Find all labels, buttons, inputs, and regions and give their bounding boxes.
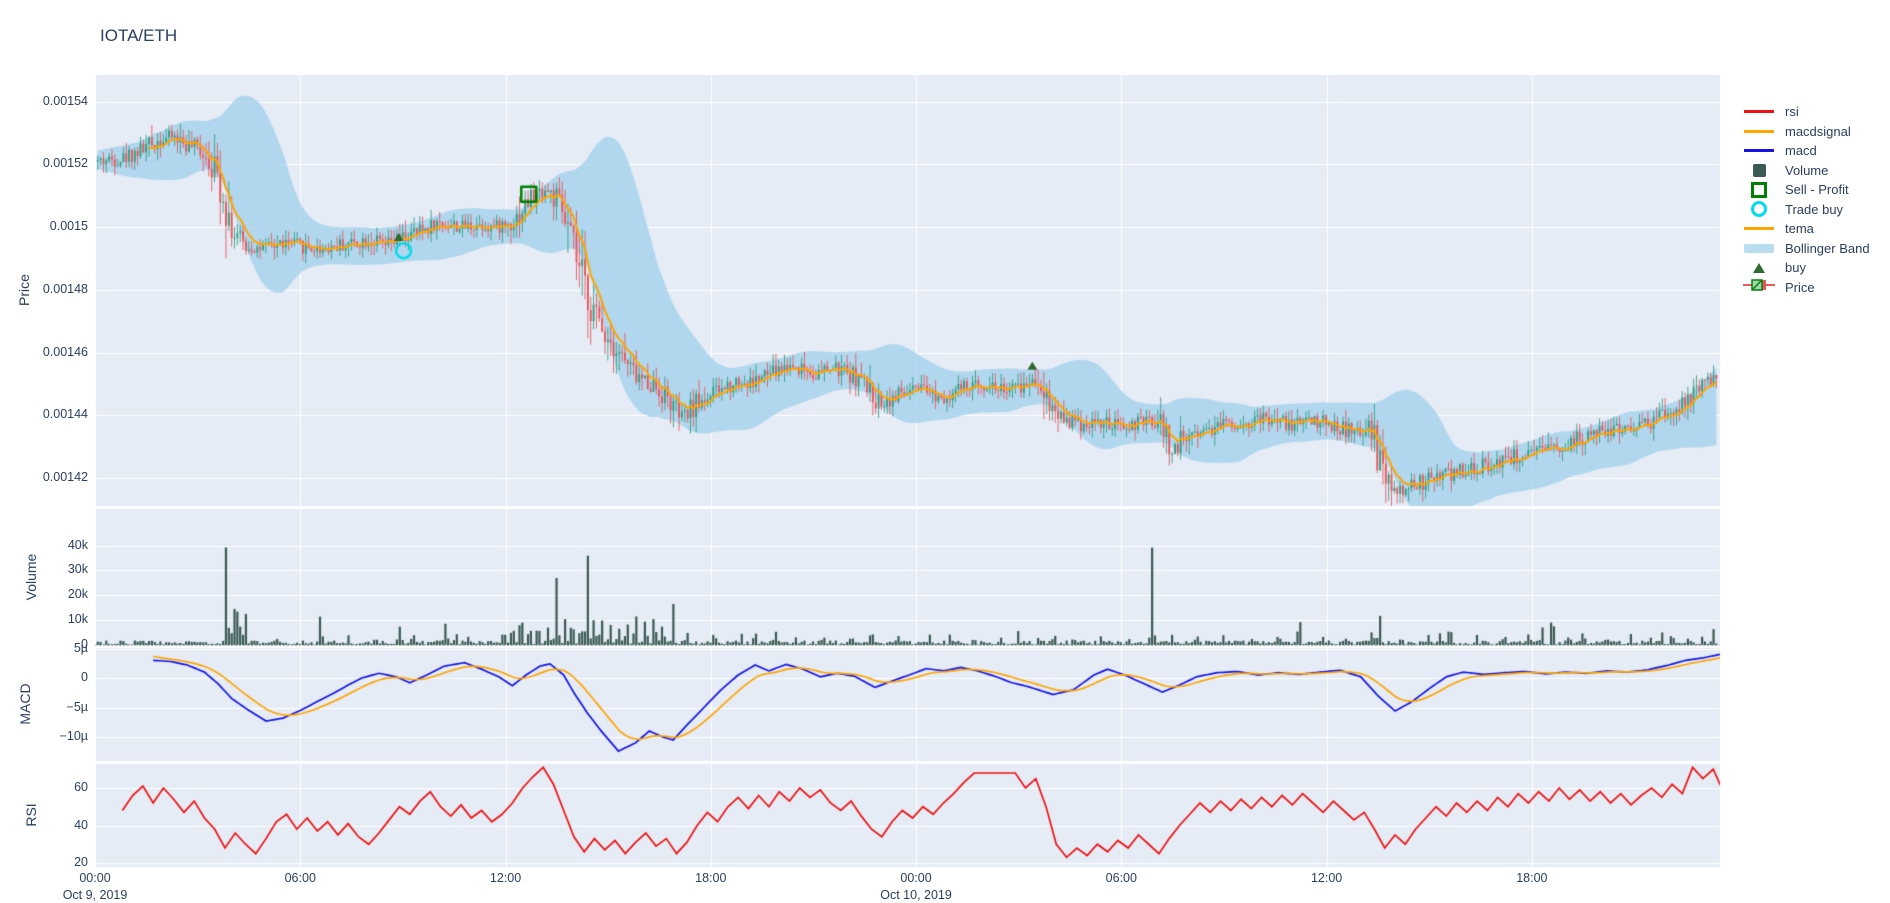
tema-line-swatch xyxy=(1736,227,1782,231)
price-axis-title: Price xyxy=(16,274,32,306)
legend-label: rsi xyxy=(1785,104,1799,120)
legend-item-tema[interactable]: tema xyxy=(1736,219,1890,239)
trade-buy-circle-icon xyxy=(1736,201,1782,218)
macdsignal-line-swatch xyxy=(1736,129,1782,133)
legend-item-buy[interactable]: buy xyxy=(1736,258,1890,278)
legend-item-trade-buy[interactable]: Trade buy xyxy=(1736,200,1890,220)
macd-axis-title: MACD xyxy=(17,683,33,725)
legend-label: Trade buy xyxy=(1785,201,1844,217)
legend-label: Sell - Profit xyxy=(1785,182,1849,198)
legend-label: macd xyxy=(1785,143,1817,159)
legend-item-macd[interactable]: macd xyxy=(1736,141,1890,161)
bollinger-band-swatch xyxy=(1736,243,1782,253)
volume-square-icon xyxy=(1736,163,1782,177)
macd-line-swatch xyxy=(1736,149,1782,153)
sell-profit-square-icon xyxy=(1736,181,1782,198)
legend-label: buy xyxy=(1785,260,1806,276)
legend-item-rsi[interactable]: rsi xyxy=(1736,102,1890,122)
legend-item-price[interactable]: Price xyxy=(1736,278,1890,298)
price-candlestick-icon xyxy=(1736,277,1782,298)
rsi-line-swatch xyxy=(1736,110,1782,114)
legend-label: tema xyxy=(1785,221,1814,237)
legend-item-macdsignal[interactable]: macdsignal xyxy=(1736,122,1890,142)
legend: rsi macdsignal macd Volume Sell - Profit… xyxy=(1736,102,1890,297)
legend-item-volume[interactable]: Volume xyxy=(1736,161,1890,181)
chart-title: IOTA/ETH xyxy=(100,26,178,45)
legend-label: Volume xyxy=(1785,162,1829,178)
legend-label: Bollinger Band xyxy=(1785,240,1870,256)
legend-item-bollinger-band[interactable]: Bollinger Band xyxy=(1736,239,1890,259)
legend-label: Price xyxy=(1785,279,1815,295)
buy-triangle-icon xyxy=(1736,262,1782,273)
rsi-axis-title: RSI xyxy=(23,803,39,827)
legend-item-sell-profit[interactable]: Sell - Profit xyxy=(1736,180,1890,200)
volume-axis-title: Volume xyxy=(23,553,39,601)
legend-label: macdsignal xyxy=(1785,123,1851,139)
